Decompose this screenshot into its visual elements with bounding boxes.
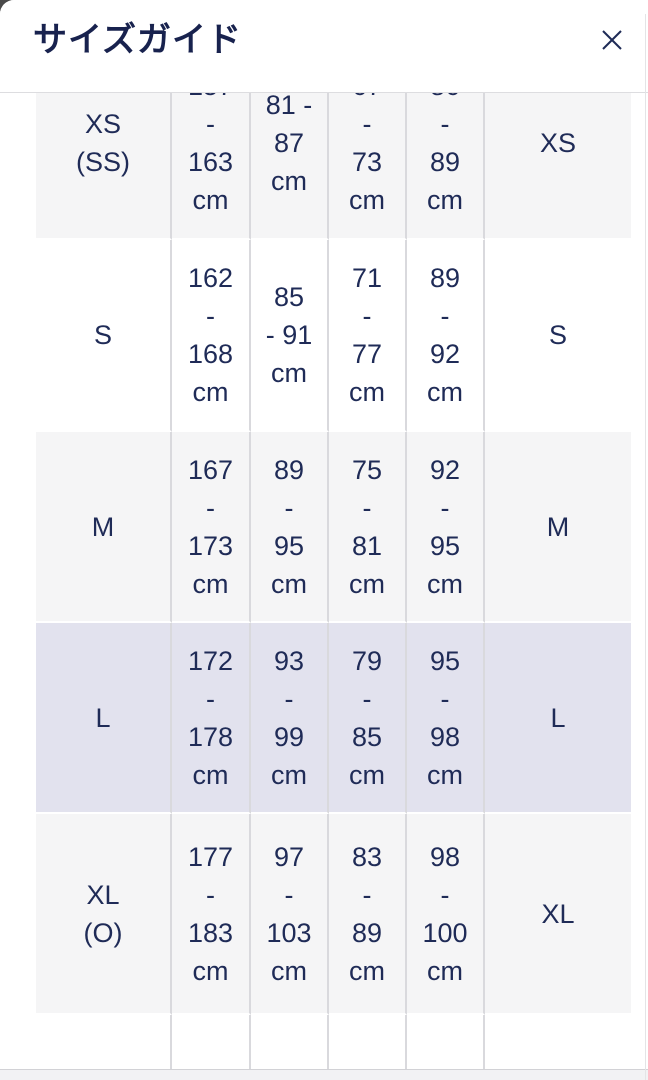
size-label-right: L [485,623,631,814]
height-range-cell: 172 - 178 cm [172,623,251,814]
modal-bottom-strip [0,1069,648,1080]
chest-range-cell: 97 - 103 cm [251,814,329,1015]
chest-range-cell: 85 - 91 cm [251,240,329,432]
hip-range-cell: 98 - 100 cm [407,814,485,1015]
height-range-cell: 157 - 163 cm [172,93,251,240]
size-label-left: M [36,432,172,623]
size-row: 18210187100 [36,1015,631,1069]
waist-range-cell: 83 - 89 cm [329,814,407,1015]
chest-range-cell: 81 - 87 cm [251,93,329,240]
modal-title: サイズガイド [33,21,242,59]
size-row-xl: XL (O) 177 - 183 cm 97 - 103 cm 83 - 89 cm 9… [36,814,631,1015]
waist-range-cell: 71 - 77 cm [329,240,407,432]
size-row-l: L 172 - 178 cm 93 - 99 cm 79 - 85 cm 95 - 98… [36,623,631,814]
close-icon [602,30,622,50]
right-edge-line [645,14,646,1080]
height-range-cell: 162 - 168 cm [172,240,251,432]
modal-header: サイズガイド [0,0,648,92]
size-label-left: XL (O) [36,814,172,1015]
size-label-right: S [485,240,631,432]
waist-range-cell: 75 - 81 cm [329,432,407,623]
hip-range-cell: 92 - 95 cm [407,432,485,623]
height-range-cell: 167 - 173 cm [172,432,251,623]
size-label-left: XS (SS) [36,93,172,240]
waist-range-cell: 67 - 73 cm [329,93,407,240]
close-button[interactable] [594,22,630,58]
hip-range-cell: 89 - 92 cm [407,240,485,432]
size-label-right: XS [485,93,631,240]
hip-range-cell: 95 - 98 cm [407,623,485,814]
size-label-left: L [36,623,172,814]
height-range-cell: 177 - 183 cm [172,814,251,1015]
size-label-right: M [485,432,631,623]
chest-range-cell: 89 - 95 cm [251,432,329,623]
chest-range-cell: 93 - 99 cm [251,623,329,814]
size-row-m: M 167 - 173 cm 89 - 95 cm 75 - 81 cm 92 - 95… [36,432,631,623]
hip-range-cell: 100 [407,1015,485,1069]
height-range-cell: 182 [172,1015,251,1069]
hip-range-cell: 86 - 89 cm [407,93,485,240]
chest-range-cell: 101 [251,1015,329,1069]
waist-range-cell: 79 - 85 cm [329,623,407,814]
size-row-s: S 162 - 168 cm 85 - 91 cm 71 - 77 cm 89 - 92… [36,240,631,432]
size-label-left [36,1015,172,1069]
size-label-right: XL [485,814,631,1015]
waist-range-cell: 87 [329,1015,407,1069]
size-label-right [485,1015,631,1069]
size-label-left: S [36,240,172,432]
